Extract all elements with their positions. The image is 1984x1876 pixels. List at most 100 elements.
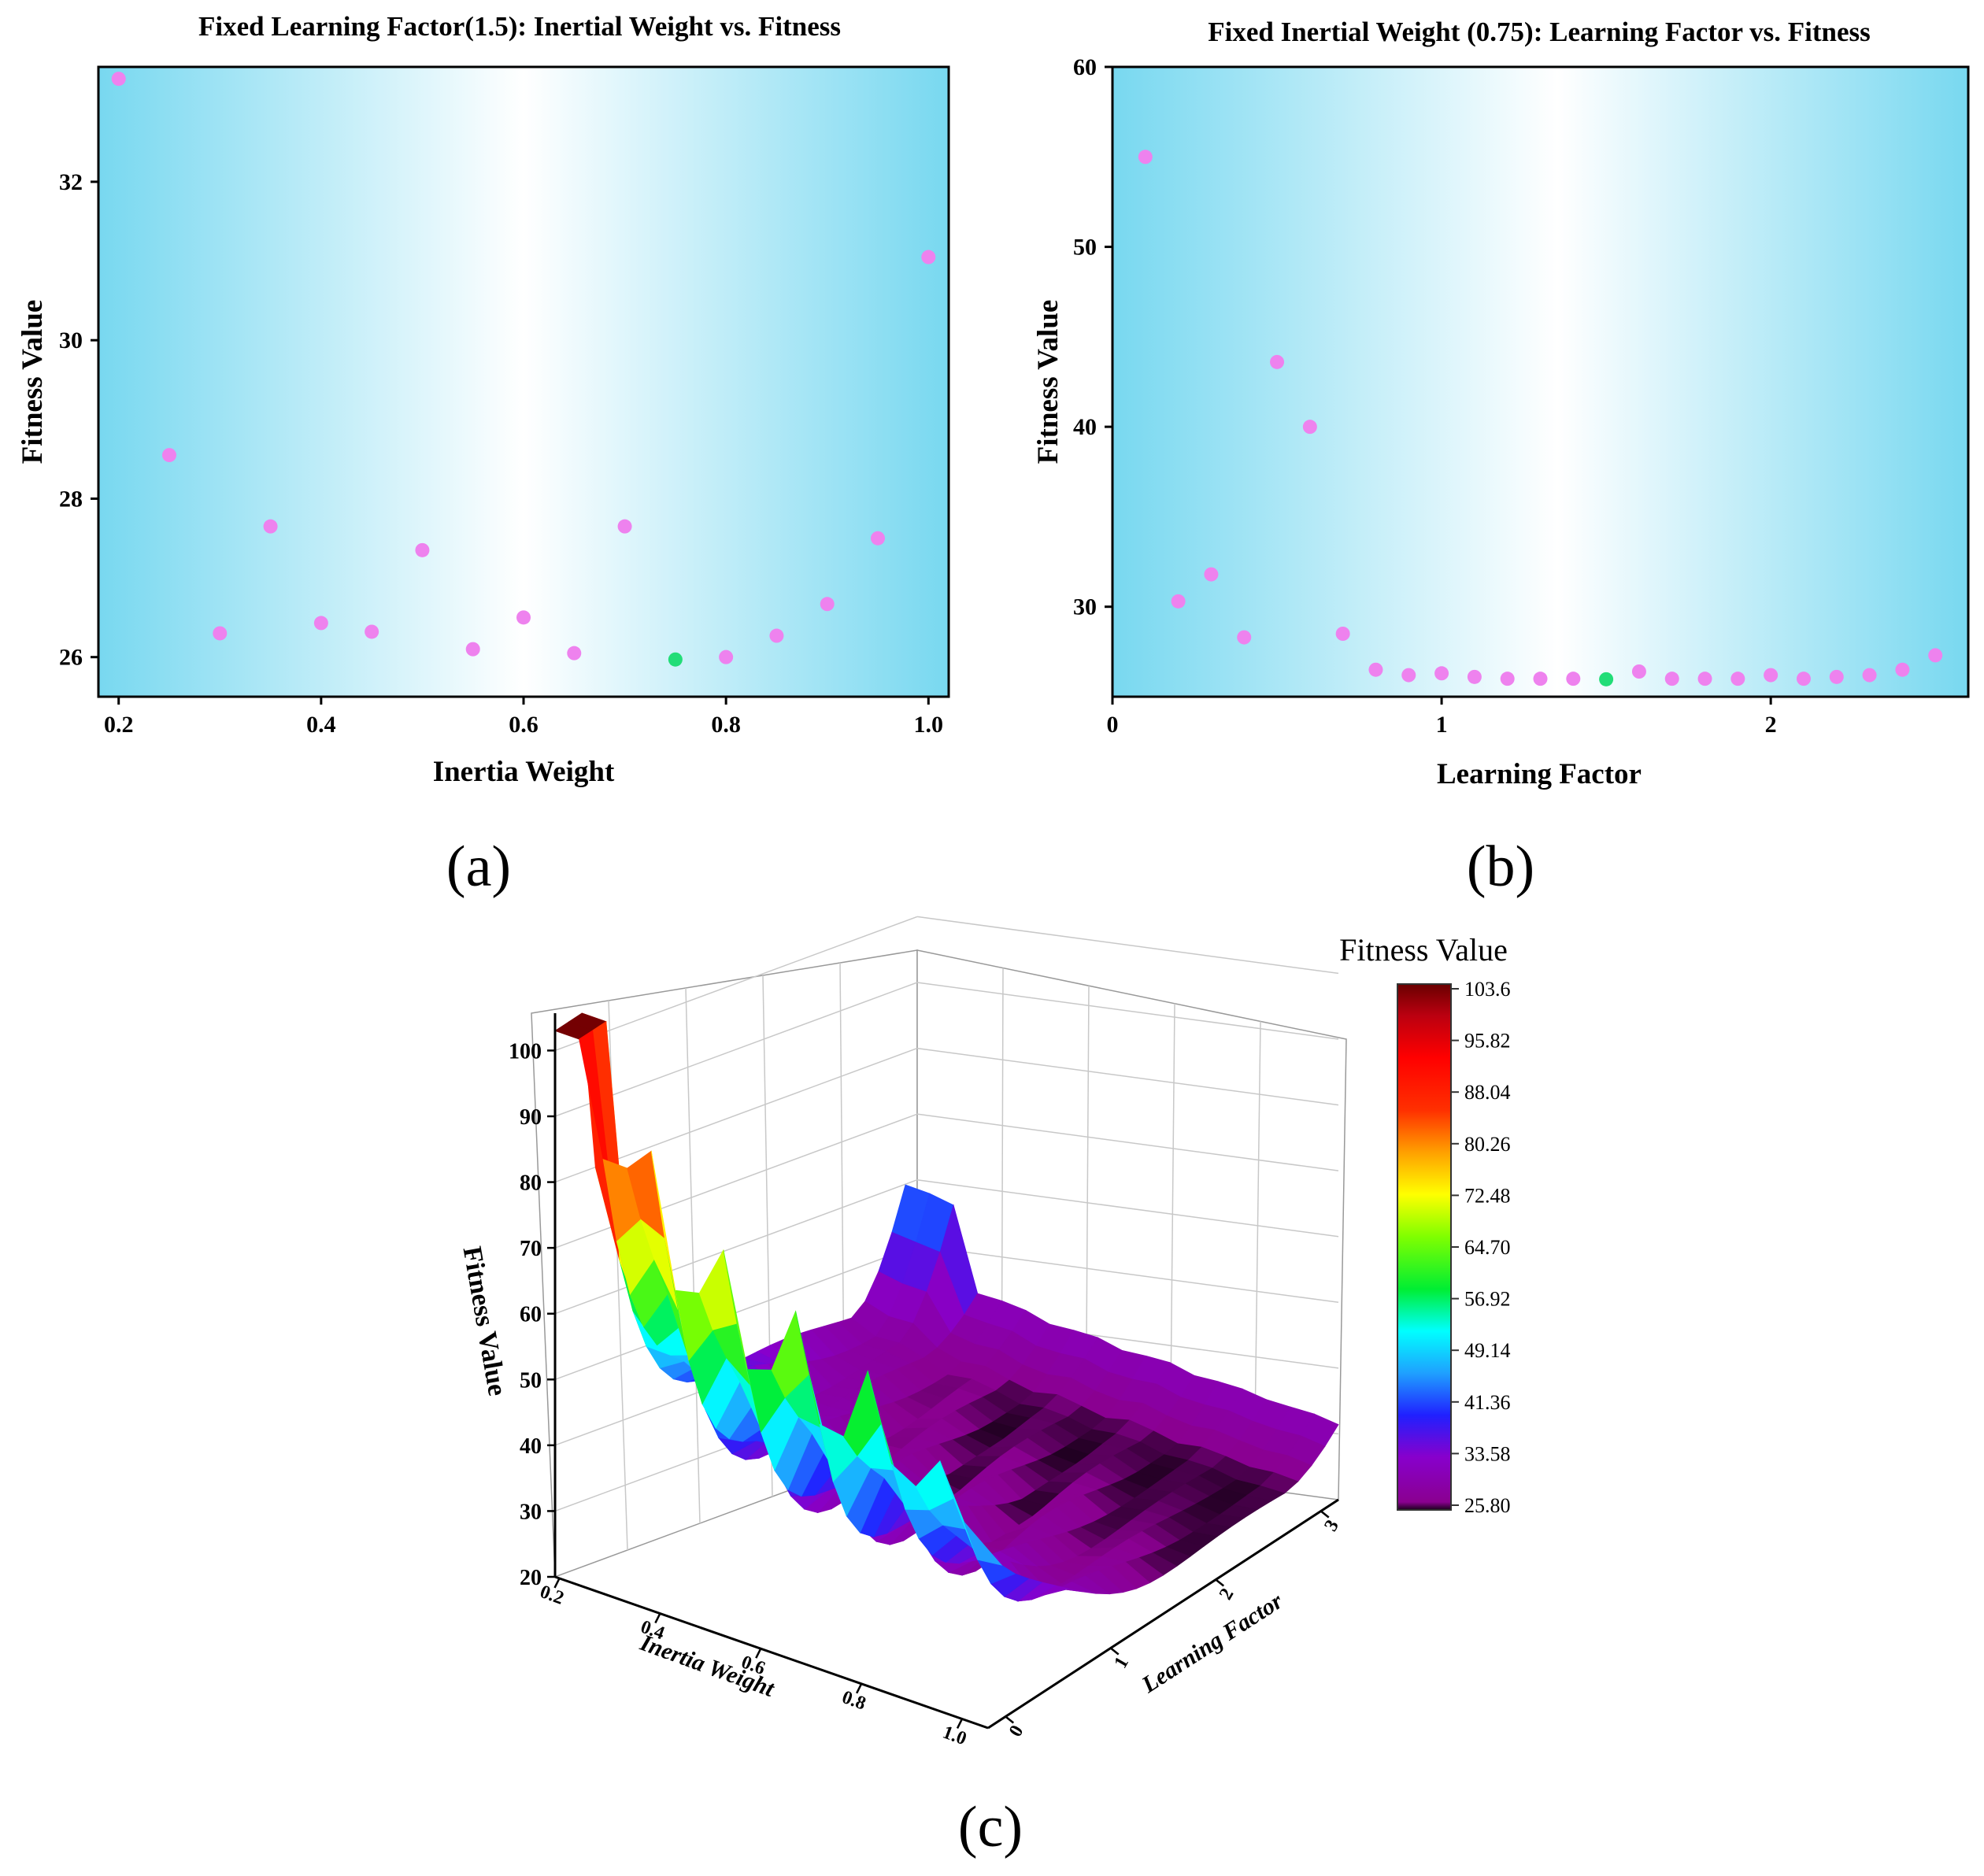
- colorbar-label: 49.14: [1464, 1339, 1511, 1362]
- data-point: [1204, 567, 1219, 582]
- data-point: [1533, 672, 1548, 686]
- data-point: [871, 531, 885, 546]
- data-point: [1434, 666, 1449, 681]
- figure-label-b: (b): [1467, 834, 1534, 899]
- x-tick-label: 0.8: [711, 712, 741, 738]
- data-point: [1335, 627, 1350, 641]
- data-point: [1796, 672, 1811, 686]
- x-tick-label: 0: [1107, 712, 1119, 738]
- gridline: [916, 1113, 1339, 1171]
- data-point: [769, 628, 784, 643]
- panel-a: Fixed Learning Factor(1.5): Inertial Wei…: [17, 11, 950, 899]
- y-tick-label: 32: [59, 169, 83, 195]
- x-tick-label: 0.2: [104, 712, 134, 738]
- gridline: [554, 982, 918, 1117]
- z-tick-label: 80: [520, 1171, 542, 1196]
- x-tick-label: 1: [1436, 712, 1448, 738]
- data-point: [567, 646, 582, 660]
- y-tick-label: 30: [59, 327, 83, 353]
- data-point: [415, 542, 430, 557]
- gridline: [916, 1047, 1339, 1106]
- data-point: [1764, 668, 1779, 683]
- chart-a-xticks: 0.2 0.4 0.6 0.8 1.0: [104, 697, 943, 738]
- z-tick-label: 40: [520, 1434, 542, 1459]
- x-tick-label: 1.0: [940, 1722, 969, 1750]
- data-point: [263, 519, 278, 534]
- x-tick-mark: [755, 1648, 762, 1659]
- y-tick-label: 30: [1073, 594, 1097, 620]
- y-tick-label: 40: [1073, 414, 1097, 440]
- data-point: [1664, 672, 1679, 686]
- chart-b-ylabel: Fitness Value: [1032, 300, 1064, 464]
- colorbar-labels: 103.6 95.82 88.04 80.26 72.48 64.70 56.92 49.14…: [1451, 978, 1511, 1517]
- chart-b-plot-background: [1112, 67, 1968, 697]
- y-tick-label: 2: [1216, 1585, 1238, 1603]
- chart-b-title: Fixed Inertial Weight (0.75): Learning F…: [1208, 17, 1871, 47]
- chart-c-zlabel: Fitness Value: [457, 1245, 512, 1398]
- data-point: [820, 597, 835, 612]
- colorbar-label: 95.82: [1464, 1030, 1511, 1053]
- data-point: [465, 642, 480, 657]
- colorbar-label: 56.92: [1464, 1288, 1511, 1311]
- data-point: [921, 250, 936, 265]
- x-tick-label: 2: [1765, 712, 1777, 738]
- gridline: [685, 987, 701, 1524]
- chart-a-title: Fixed Learning Factor(1.5): Inertial Wei…: [198, 11, 841, 42]
- colorbar-title: Fitness Value: [1339, 932, 1508, 968]
- data-point: [1697, 672, 1712, 686]
- y-tick-mark: [1109, 1647, 1120, 1656]
- y-tick-mark: [1005, 1715, 1015, 1724]
- data-point: [1270, 354, 1285, 369]
- data-point: [1829, 669, 1844, 684]
- chart-a-plot-background: [98, 67, 949, 697]
- y-axis-line: [987, 1498, 1339, 1730]
- data-point: [162, 448, 176, 463]
- data-point: [1500, 672, 1515, 686]
- y-tick-label: 26: [59, 645, 83, 671]
- data-point: [313, 616, 328, 631]
- data-point: [213, 626, 228, 641]
- data-point: [719, 649, 734, 664]
- x-axis-line: [554, 1575, 989, 1730]
- x-tick-label: 0.4: [306, 712, 336, 738]
- chart-b-xlabel: Learning Factor: [1437, 758, 1642, 790]
- x-tick-label: 0.6: [509, 712, 539, 738]
- x-tick-label: 0.8: [839, 1687, 868, 1715]
- data-point: [1401, 668, 1416, 683]
- chart-a-xlabel: Inertia Weight: [433, 756, 615, 788]
- colorbar-label: 88.04: [1464, 1081, 1511, 1104]
- data-point: [1566, 672, 1581, 686]
- data-point: [1631, 664, 1646, 679]
- z-tick-label: 50: [520, 1368, 542, 1393]
- z-tick-label: 30: [520, 1500, 542, 1524]
- z-tick-label: 60: [520, 1303, 542, 1327]
- x-tick-label: 1.0: [914, 712, 944, 738]
- chart-a-points: [111, 72, 936, 667]
- data-point: [1138, 150, 1153, 165]
- data-point: [1368, 662, 1383, 677]
- gridline: [554, 916, 918, 1052]
- data-point: [1862, 668, 1877, 683]
- chart-b-xticks: 0 1 2: [1107, 697, 1777, 738]
- y-tick-label: 1: [1110, 1653, 1133, 1671]
- chart-c-ylabel: Learning Factor: [1137, 1588, 1288, 1699]
- gridline: [916, 916, 1339, 975]
- z-axis-ticks: 20 30 40 50 60 70 80 90 100: [509, 1039, 555, 1590]
- data-point: [1730, 672, 1745, 686]
- y-tick-label: 28: [59, 486, 83, 512]
- data-point: [1237, 630, 1252, 645]
- data-point: [516, 610, 531, 625]
- best-data-point: [668, 652, 683, 667]
- colorbar-label: 103.6: [1464, 978, 1511, 1001]
- chart-a-yticks: 26 28 30 32: [59, 169, 98, 671]
- gridline: [916, 1245, 1339, 1304]
- fitness-surface: [554, 1012, 1339, 1602]
- chart-b-frame: [1111, 65, 1970, 698]
- z-tick-label: 70: [520, 1237, 542, 1261]
- data-point: [1928, 648, 1943, 663]
- figure-label-c: (c): [958, 1795, 1023, 1859]
- y-tick-mark: [1215, 1578, 1225, 1587]
